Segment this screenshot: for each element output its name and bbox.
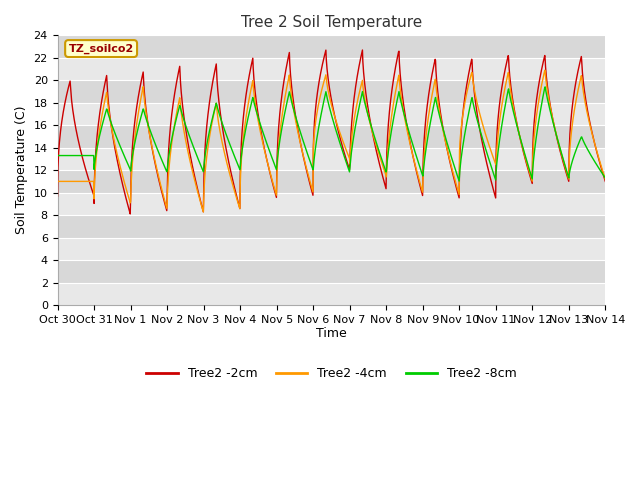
Tree2 -2cm <box>126 211 134 217</box>
Line: Tree2 -4cm: Tree2 -4cm <box>58 70 605 212</box>
Tree2 -8cm <box>237 160 244 166</box>
Tree2 -4cm <box>537 87 545 93</box>
Tree2 -8cm <box>537 107 545 113</box>
Tree2 -4cm <box>541 67 548 73</box>
Tree2 -4cm <box>602 176 609 182</box>
Bar <box>58 283 605 305</box>
Tree2 -4cm <box>488 152 496 157</box>
Tree2 -4cm <box>54 179 61 184</box>
Tree2 -4cm <box>162 203 170 208</box>
Tree2 -2cm <box>602 179 609 184</box>
Tree2 -4cm <box>237 163 245 168</box>
Bar <box>58 170 605 192</box>
Tree2 -4cm <box>175 96 183 102</box>
Tree2 -4cm <box>417 182 424 188</box>
Tree2 -2cm <box>417 187 425 192</box>
Bar <box>58 103 605 125</box>
Tree2 -2cm <box>489 184 497 190</box>
Bar <box>58 58 605 80</box>
Tree2 -2cm <box>537 70 545 75</box>
Y-axis label: Soil Temperature (C): Soil Temperature (C) <box>15 106 28 234</box>
Tree2 -8cm <box>602 175 609 181</box>
Tree2 -8cm <box>541 84 549 90</box>
Tree2 -2cm <box>358 47 366 53</box>
Bar <box>58 36 605 58</box>
Bar <box>58 192 605 215</box>
Bar <box>58 148 605 170</box>
Tree2 -8cm <box>162 167 170 173</box>
Text: TZ_soilco2: TZ_soilco2 <box>68 43 134 54</box>
Bar <box>58 238 605 260</box>
Tree2 -2cm <box>163 206 170 212</box>
Tree2 -8cm <box>455 178 463 184</box>
Bar <box>58 215 605 238</box>
Tree2 -8cm <box>175 104 183 110</box>
Tree2 -8cm <box>417 166 424 171</box>
Bar <box>58 260 605 283</box>
Tree2 -2cm <box>54 193 61 199</box>
Title: Tree 2 Soil Temperature: Tree 2 Soil Temperature <box>241 15 422 30</box>
X-axis label: Time: Time <box>316 327 347 340</box>
Line: Tree2 -8cm: Tree2 -8cm <box>58 87 605 181</box>
Tree2 -4cm <box>200 209 207 215</box>
Legend: Tree2 -2cm, Tree2 -4cm, Tree2 -8cm: Tree2 -2cm, Tree2 -4cm, Tree2 -8cm <box>141 362 522 385</box>
Line: Tree2 -2cm: Tree2 -2cm <box>58 50 605 214</box>
Tree2 -8cm <box>488 167 496 173</box>
Bar <box>58 125 605 148</box>
Tree2 -2cm <box>176 63 184 69</box>
Tree2 -2cm <box>237 147 245 153</box>
Bar <box>58 80 605 103</box>
Tree2 -8cm <box>54 153 61 158</box>
